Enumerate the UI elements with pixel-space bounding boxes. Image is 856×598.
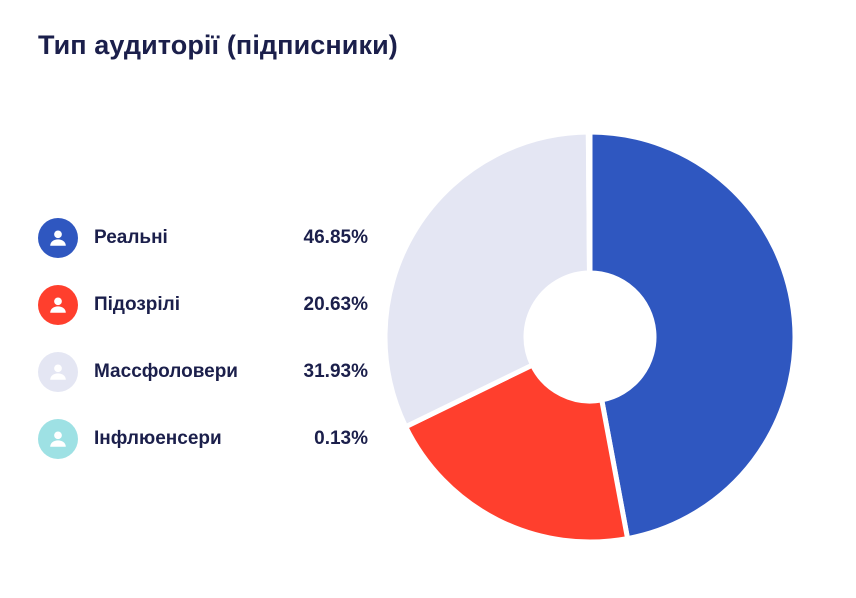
user-icon — [38, 285, 78, 325]
user-icon — [38, 352, 78, 392]
legend-item-influencers: Інфлюенсери 0.13% — [38, 419, 368, 459]
legend-value-suspicious: 20.63% — [303, 294, 368, 315]
slice-massfollowers — [382, 129, 592, 430]
donut-chart — [382, 129, 798, 545]
legend-label-influencers: Інфлюенсери — [94, 428, 222, 449]
slice-suspicious — [403, 362, 631, 545]
user-icon — [38, 218, 78, 258]
legend: Реальні 46.85% Підозрілі 20.63% Массфоло… — [38, 218, 368, 486]
slice-influencers — [585, 129, 593, 276]
legend-label-real: Реальні — [94, 227, 168, 248]
legend-label-massfollowers: Массфоловери — [94, 361, 238, 382]
user-icon — [38, 419, 78, 459]
legend-item-suspicious: Підозрілі 20.63% — [38, 285, 368, 325]
legend-item-massfollowers: Массфоловери 31.93% — [38, 352, 368, 392]
legend-value-real: 46.85% — [303, 227, 368, 248]
slice-real — [587, 129, 798, 542]
legend-value-massfollowers: 31.93% — [303, 361, 368, 382]
legend-value-influencers: 0.13% — [314, 428, 368, 449]
chart-title: Тип аудиторії (підписники) — [38, 30, 398, 60]
legend-label-suspicious: Підозрілі — [94, 294, 181, 315]
legend-item-real: Реальні 46.85% — [38, 218, 368, 258]
